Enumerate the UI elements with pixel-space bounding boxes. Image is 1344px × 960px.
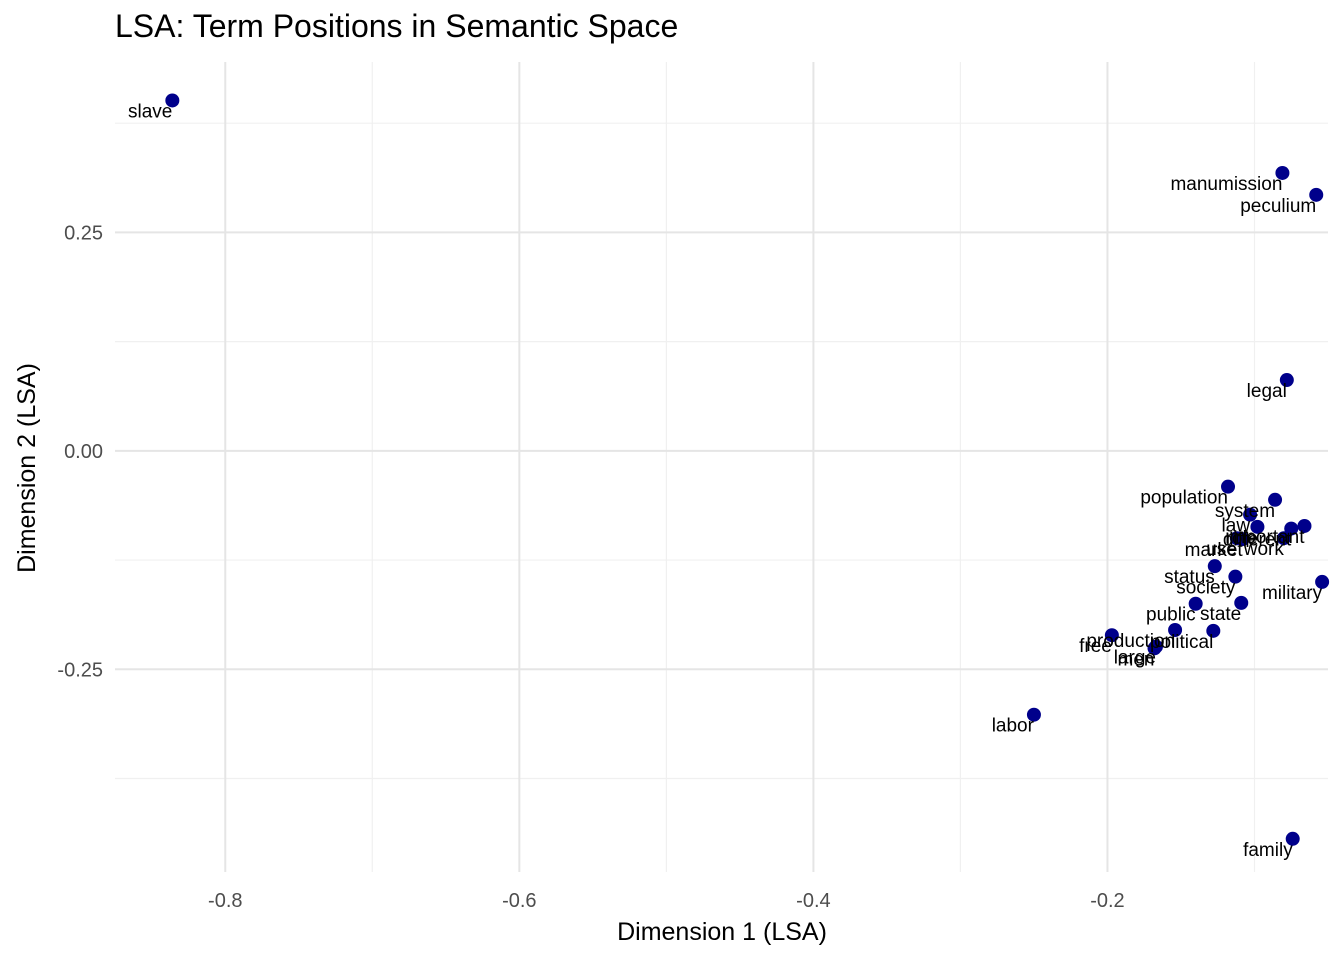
data-point-society — [1228, 569, 1243, 584]
data-point-production — [1168, 622, 1183, 637]
data-point-slave — [165, 93, 180, 108]
y-tick-label: 0.00 — [64, 441, 103, 463]
data-point-important — [1297, 518, 1312, 533]
data-point-different — [1284, 521, 1299, 536]
data-point-political — [1206, 623, 1221, 638]
y-tick-label: 0.25 — [64, 222, 103, 244]
y-tick-label: -0.25 — [57, 659, 103, 681]
data-point-label-use: use — [1206, 539, 1237, 560]
data-point-manumission — [1275, 165, 1290, 180]
data-point-label-work: work — [1243, 539, 1285, 560]
x-tick-label: -0.6 — [502, 890, 536, 912]
data-point-label-population: population — [1140, 488, 1228, 509]
y-axis-title: Dimension 2 (LSA) — [13, 363, 41, 573]
data-point-peculium — [1309, 187, 1324, 202]
data-point-men — [1147, 641, 1162, 656]
data-point-label-political: political — [1150, 632, 1213, 653]
data-point-label-legal: legal — [1247, 381, 1287, 402]
data-point-label-peculium: peculium — [1240, 196, 1316, 217]
data-point-work — [1276, 531, 1291, 546]
data-point-free — [1104, 628, 1119, 643]
data-point-label-slave: slave — [128, 101, 172, 122]
data-point-label-status: status — [1164, 567, 1215, 588]
data-point-system — [1268, 492, 1283, 507]
data-point-label-free: free — [1079, 636, 1112, 657]
data-point-label-different: different — [1223, 530, 1292, 551]
grid-layer — [115, 62, 1328, 872]
x-axis-title: Dimension 1 (LSA) — [617, 918, 827, 946]
data-point-label-military: military — [1262, 583, 1323, 604]
data-point-label-production: production — [1086, 631, 1175, 652]
data-point-label-market: market — [1185, 540, 1244, 561]
data-point-military — [1315, 574, 1330, 589]
data-point-population — [1221, 479, 1236, 494]
x-tick-label: -0.2 — [1090, 890, 1124, 912]
x-tick-label: -0.8 — [208, 890, 242, 912]
data-point-label-system: system — [1215, 501, 1275, 522]
data-point-role — [1250, 519, 1265, 534]
data-point-state — [1234, 595, 1249, 610]
chart-title: LSA: Term Positions in Semantic Space — [115, 8, 679, 44]
data-point-market — [1235, 532, 1250, 547]
data-point-legal — [1279, 373, 1294, 388]
data-point-public — [1188, 596, 1203, 611]
data-points — [165, 93, 1330, 846]
axis-ticks: -0.8 -0.6 -0.4 -0.2 0.25 0.00 -0.25 — [57, 222, 1124, 912]
data-point-label-important: important — [1225, 527, 1305, 548]
data-point-label-large: large — [1114, 648, 1156, 669]
data-point-status — [1207, 559, 1222, 574]
data-point-label-men: men — [1118, 649, 1155, 670]
data-point-family — [1285, 831, 1300, 846]
data-point-labor — [1026, 707, 1041, 722]
data-point-label-law: law — [1222, 516, 1251, 537]
data-point-label-public: public — [1146, 605, 1196, 626]
data-point-law — [1243, 507, 1258, 522]
data-point-label-state: state — [1200, 604, 1241, 625]
data-point-label-society: society — [1176, 578, 1236, 599]
data-point-label-role: role — [1226, 528, 1258, 549]
data-point-label-labor: labor — [992, 716, 1035, 737]
data-point-label-family: family — [1243, 840, 1293, 861]
data-point-label-manumission: manumission — [1170, 174, 1282, 195]
x-tick-label: -0.4 — [796, 890, 830, 912]
data-point-labels: slavemanumissionpeculiumlegalpopulations… — [128, 101, 1323, 860]
